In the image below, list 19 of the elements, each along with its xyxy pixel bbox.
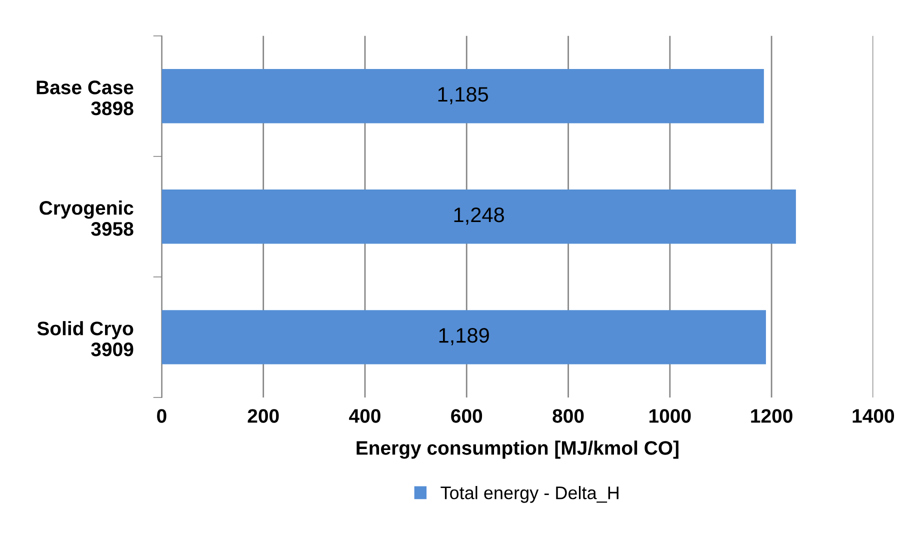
x-axis-title: Energy consumption [MJ/kmol CO] [356, 440, 678, 459]
y-tick-label: Base Case 3898 [36, 80, 134, 116]
bar [162, 69, 764, 124]
x-tick-label: 1400 [852, 409, 894, 423]
bar [162, 310, 766, 364]
legend-label: Total energy - Delta_H [440, 486, 618, 503]
data-label: 1,185 [438, 86, 488, 104]
x-tick-label: 400 [349, 409, 380, 423]
x-tick-label: 0 [157, 409, 166, 423]
data-label: 1,248 [454, 208, 504, 225]
data-label: 1,189 [439, 328, 489, 346]
x-tick-label: 800 [552, 409, 584, 423]
x-tick-label: 1200 [751, 409, 792, 423]
x-tick-label: 600 [451, 409, 482, 423]
bar [162, 190, 796, 244]
y-tick-label: Solid Cryo 3909 [37, 321, 134, 356]
x-tick-label: 200 [248, 409, 279, 423]
x-tick-label: 1000 [650, 409, 691, 423]
y-tick-label: Cryogenic 3958 [40, 200, 134, 236]
